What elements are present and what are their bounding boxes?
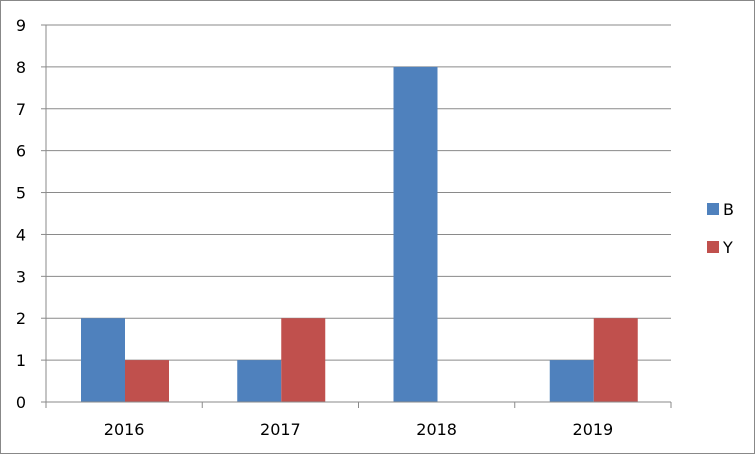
x-tick-label: 2019 [573,420,614,439]
bar-y-2017 [281,318,326,402]
x-tick-label: 2017 [260,420,301,439]
y-tick-label: 4 [16,225,26,244]
y-tick-label: 5 [16,184,26,203]
axes [41,24,672,408]
legend-swatch [707,241,719,253]
y-tick-label: 3 [16,267,26,286]
y-axis-ticks: 0 1 2 3 4 5 6 7 8 9 [16,16,26,412]
bars [81,66,638,402]
y-tick-label: 2 [16,309,26,328]
y-tick-label: 0 [16,393,26,412]
y-tick-label: 8 [16,58,26,77]
y-tick-label: 7 [16,100,26,119]
legend: BY [707,200,734,257]
gridlines [46,24,671,361]
x-axis-ticks: 2016 2017 2018 2019 [104,420,613,439]
bar-y-2019 [593,318,638,402]
bar-y-2016 [125,360,169,402]
bar-b-2019 [549,360,594,402]
y-tick-label: 9 [16,16,26,35]
bar-b-2016 [81,318,125,402]
legend-label: B [723,200,734,219]
y-tick-label: 1 [16,351,26,370]
bar-b-2018 [393,66,438,402]
bar-b-2017 [237,360,282,402]
y-tick-label: 6 [16,142,26,161]
x-tick-label: 2016 [104,420,145,439]
legend-swatch [707,203,719,215]
legend-label: Y [722,238,733,257]
x-tick-label: 2018 [416,420,457,439]
